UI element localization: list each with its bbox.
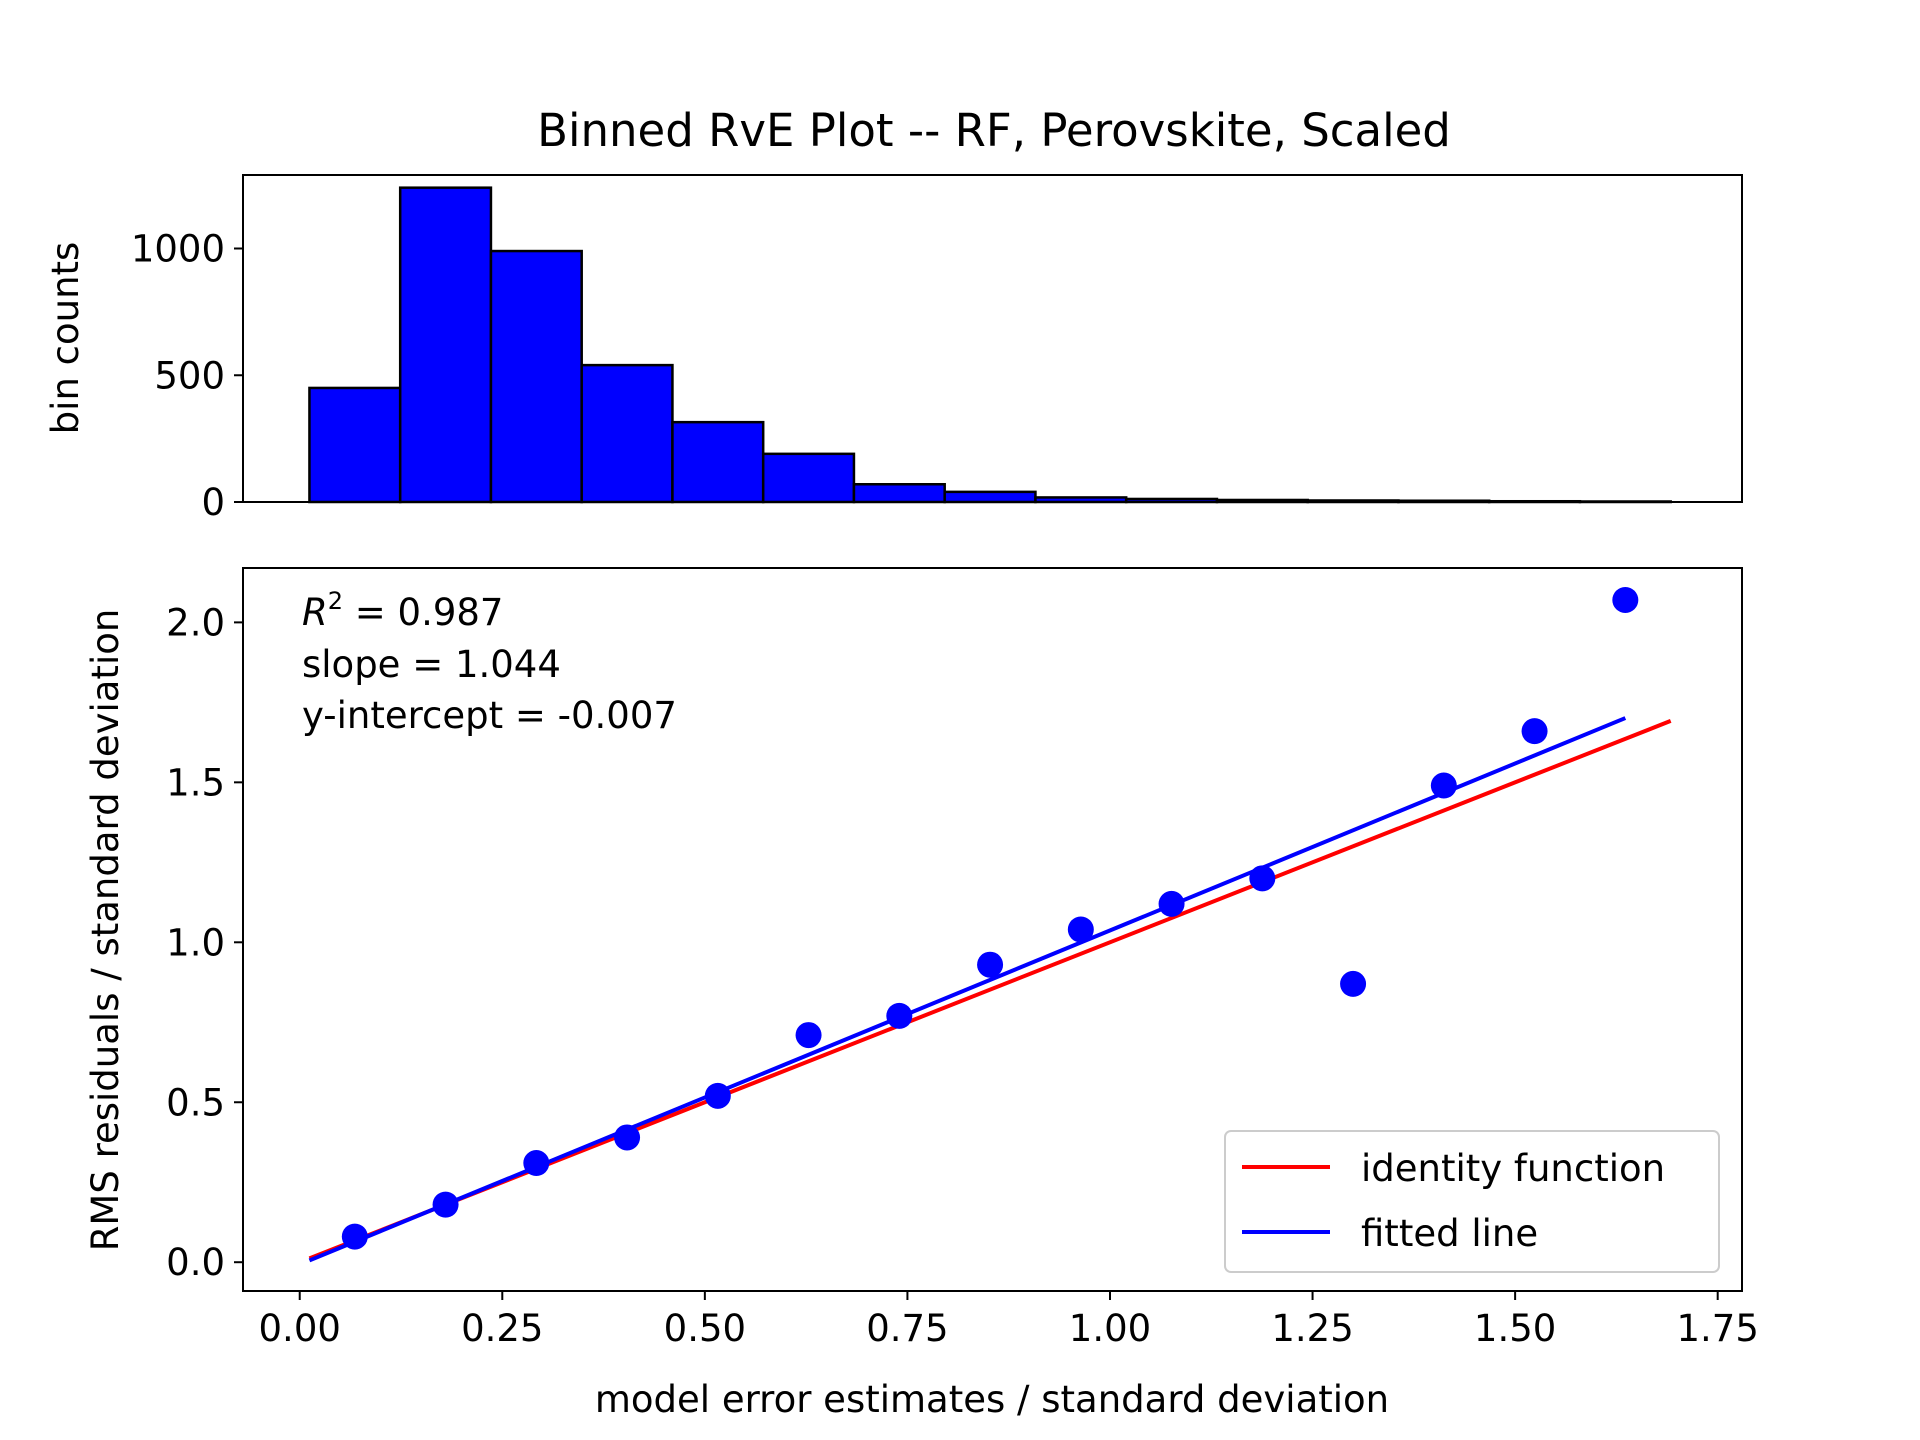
data-point [614,1124,641,1151]
histogram-y-ticks: 0 500 1000 [131,228,243,524]
slope-annotation: slope = 1.044 [302,643,561,686]
x-tick-label: 0.50 [664,1307,746,1350]
y-tick-label: 500 [154,354,225,397]
x-tick-label: 0.00 [259,1307,341,1350]
scatter-panel: 0.00 0.25 0.50 0.75 1.00 1.25 1.50 1.75 0.0 0.5 1… [84,567,1759,1421]
r-squared-superscript: 2 [328,587,343,615]
histogram-bars [308,186,1672,504]
scatter-frame [242,567,1743,1292]
data-point [523,1150,550,1177]
histogram-y-axis-label: bin counts [44,242,87,435]
x-tick-label: 0.75 [866,1307,948,1350]
x-axis-label: model error estimates / standard deviati… [595,1378,1389,1421]
legend-label-fitted: fitted line [1361,1212,1538,1255]
data-point [795,1022,822,1049]
y-tick-label: 1.0 [166,921,225,964]
y-tick-label: 2.0 [166,601,225,644]
r-squared-value: = 0.987 [343,591,503,634]
x-tick-label: 1.50 [1474,1307,1556,1350]
data-point [977,951,1004,978]
intercept-annotation: y-intercept = -0.007 [302,694,677,737]
histogram-bar [398,186,493,504]
data-point [704,1082,731,1109]
r-squared-annotation: R2 = 0.987 [302,587,503,634]
data-point [1521,718,1548,745]
histogram-bar [671,420,765,504]
data-points [341,586,1639,1250]
data-point [1249,865,1276,892]
data-point [1612,586,1639,613]
x-tick-label: 1.25 [1271,1307,1353,1350]
legend-label-identity: identity function [1361,1147,1665,1190]
histogram-bar [489,249,583,504]
y-tick-label: 0 [201,481,225,524]
data-point [1340,970,1367,997]
data-point [432,1191,459,1218]
histogram-bar [580,363,674,504]
y-tick-label: 0.0 [166,1241,225,1284]
histogram-bar [761,452,856,504]
data-point [1430,772,1457,799]
data-point [886,1002,913,1029]
legend: identity function fitted line [1224,1130,1720,1273]
legend-box [1224,1130,1720,1273]
data-point [1067,916,1094,943]
x-tick-label: 0.25 [461,1307,543,1350]
data-point [341,1223,368,1250]
y-tick-label: 1.5 [166,761,225,804]
histogram-panel: 0 500 1000 bin counts [44,174,1743,524]
x-tick-label: 1.00 [1069,1307,1151,1350]
r-squared-symbol: R [302,591,328,634]
y-axis-label: RMS residuals / standard deviation [84,609,127,1252]
chart-title: Binned RvE Plot -- RF, Perovskite, Scale… [537,104,1451,157]
histogram-bar [943,490,1037,504]
y-tick-label: 1000 [131,228,225,271]
x-axis-ticks: 0.00 0.25 0.50 0.75 1.00 1.25 1.50 1.75 [259,1291,1759,1350]
y-tick-label: 0.5 [166,1081,225,1124]
histogram-frame [242,174,1743,503]
x-tick-label: 1.75 [1676,1307,1758,1350]
histogram-bar [308,386,402,504]
histogram-bar [852,483,946,504]
data-point [1158,890,1185,917]
y-axis-ticks: 0.0 0.5 1.0 1.5 2.0 [166,601,243,1284]
